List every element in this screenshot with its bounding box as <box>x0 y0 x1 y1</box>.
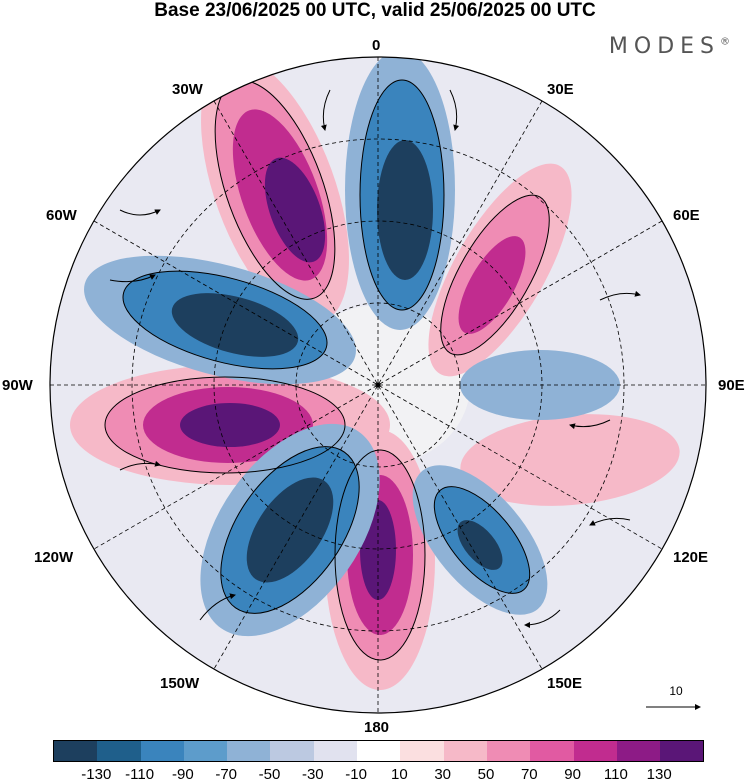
colorbar-swatch <box>660 741 704 761</box>
colorbar-tick-label: 30 <box>434 766 452 783</box>
lon-label-150w: 150W <box>160 675 200 692</box>
lon-label-120w: 120W <box>34 549 74 566</box>
colorbar-tick-label: -70 <box>215 766 238 783</box>
colorbar-swatch <box>140 741 184 761</box>
colorbar-tick-label: -10 <box>345 766 367 783</box>
colorbar-tick-label: 130 <box>646 766 672 783</box>
colorbar-swatch <box>357 741 401 761</box>
lon-label-180: 180 <box>364 719 390 736</box>
colorbar <box>53 740 705 762</box>
colorbar-swatch <box>227 741 271 761</box>
lon-label-90w: 90W <box>2 377 33 394</box>
colorbar-tick-label: -130 <box>81 766 112 783</box>
colorbar-swatch <box>573 741 617 761</box>
brand-text: MODES <box>608 34 720 59</box>
colorbar-tick-label: 10 <box>391 766 408 783</box>
colorbar-swatch <box>183 741 228 761</box>
lon-label-30e: 30E <box>547 81 574 98</box>
colorbar-swatch <box>400 741 444 761</box>
lon-label-150e: 150E <box>547 675 583 692</box>
lon-label-30w: 30W <box>172 81 203 98</box>
map-title: Base 23/06/2025 00 UTC, valid 25/06/2025… <box>154 0 596 21</box>
colorbar-tick-label: -30 <box>301 766 324 783</box>
lon-label-120e: 120E <box>673 549 709 566</box>
modes-logo: MODES® <box>609 34 730 59</box>
anomaly-field <box>50 57 706 713</box>
colorbar-swatch <box>270 741 314 761</box>
colorbar-swatch <box>486 741 531 761</box>
vector-reference-label: 10 <box>669 684 683 698</box>
colorbar-tick-label: 50 <box>477 766 495 783</box>
colorbar-swatch <box>313 741 358 761</box>
colorbar-tick-label: 110 <box>603 766 628 783</box>
lon-label-90e: 90E <box>718 377 745 394</box>
colorbar-swatch <box>97 741 141 761</box>
colorbar-tick-label: -110 <box>125 766 155 783</box>
lon-label-60e: 60E <box>673 207 700 224</box>
lon-label-60w: 60W <box>46 207 77 224</box>
colorbar-tick-label: -50 <box>258 766 281 783</box>
brand-mark: ® <box>720 36 730 48</box>
colorbar-tick-label: 70 <box>520 766 538 783</box>
colorbar-swatch <box>616 741 661 761</box>
colorbar-tick-label: 90 <box>564 766 581 783</box>
colorbar-swatch <box>54 741 98 761</box>
colorbar-swatch <box>530 741 574 761</box>
colorbar-swatch <box>443 741 487 761</box>
colorbar-tick-label: -90 <box>172 766 194 783</box>
lon-label-0: 0 <box>372 37 381 54</box>
